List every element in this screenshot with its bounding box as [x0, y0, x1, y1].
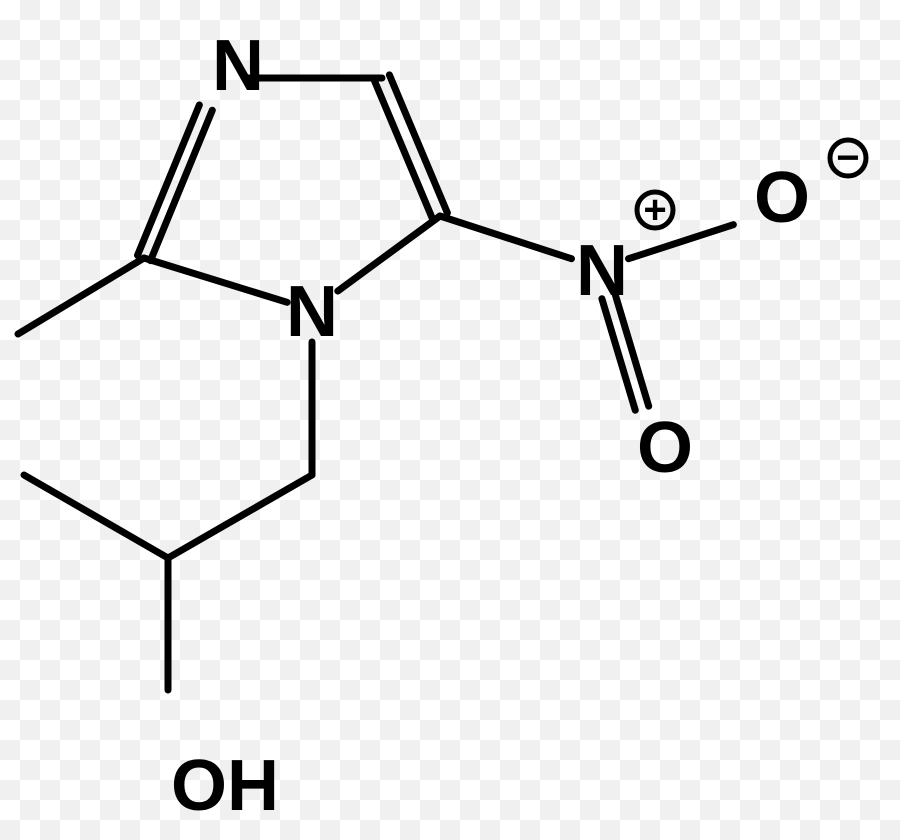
chemical-structure: NNNOOOH +−	[0, 0, 900, 840]
charge-−: −	[836, 136, 859, 180]
atom-O2: O	[637, 408, 693, 488]
atom-labels: N N N O O OH	[171, 26, 810, 826]
atom-N1: N	[286, 272, 338, 352]
charge-symbols: +−	[637, 136, 866, 232]
atom-N3: N	[212, 26, 264, 106]
bonds	[18, 75, 733, 690]
atom-OH: OH	[171, 746, 279, 826]
charge-+: +	[643, 188, 666, 232]
atom-O1: O	[754, 158, 810, 238]
atom-N_nitro: N	[576, 231, 628, 311]
